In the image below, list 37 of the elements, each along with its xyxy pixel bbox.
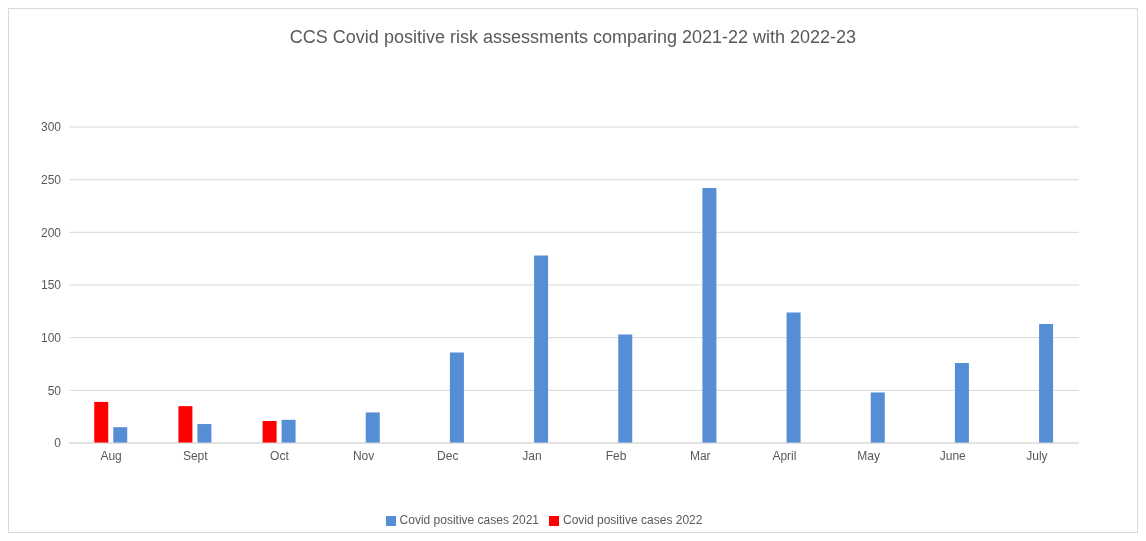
- bar: [954, 362, 969, 443]
- y-tick-label: 200: [40, 225, 62, 240]
- x-tick-label: April: [772, 448, 797, 463]
- bar: [786, 312, 801, 443]
- bar: [534, 255, 549, 443]
- legend-label: Covid positive cases 2022: [563, 513, 703, 527]
- x-tick-label: Jan: [522, 448, 542, 463]
- bar: [618, 334, 633, 443]
- x-tick-label: Mar: [689, 448, 711, 463]
- bar: [113, 427, 128, 443]
- bar: [262, 420, 277, 443]
- x-tick-label: Sept: [182, 448, 209, 463]
- x-tick-label: Feb: [605, 448, 627, 463]
- bar: [870, 392, 885, 443]
- bar: [178, 406, 193, 443]
- y-tick-label: 150: [40, 278, 62, 293]
- bar: [365, 412, 380, 443]
- x-tick-label: Aug: [100, 448, 122, 463]
- x-tick-label: July: [1026, 448, 1048, 463]
- y-tick-label: 300: [40, 120, 62, 135]
- bar: [1039, 323, 1054, 443]
- x-tick-label: May: [857, 448, 880, 463]
- bar: [281, 419, 296, 443]
- chart-title: CCS Covid positive risk assessments comparing 2021-22 with 2022-23: [288, 26, 858, 49]
- y-tick-label: 100: [40, 330, 62, 345]
- y-tick-label: 50: [47, 383, 62, 398]
- x-tick-label: Dec: [437, 448, 459, 463]
- bar: [94, 401, 109, 443]
- x-tick-label: Nov: [352, 448, 375, 463]
- bar: [702, 188, 717, 443]
- bar: [197, 424, 212, 443]
- y-tick-label: 250: [40, 172, 62, 187]
- y-tick-label: 0: [54, 436, 62, 451]
- x-tick-label: June: [939, 448, 967, 463]
- x-tick-label: Oct: [270, 448, 290, 463]
- bar: [449, 352, 464, 443]
- legend-label: Covid positive cases 2021: [399, 513, 539, 527]
